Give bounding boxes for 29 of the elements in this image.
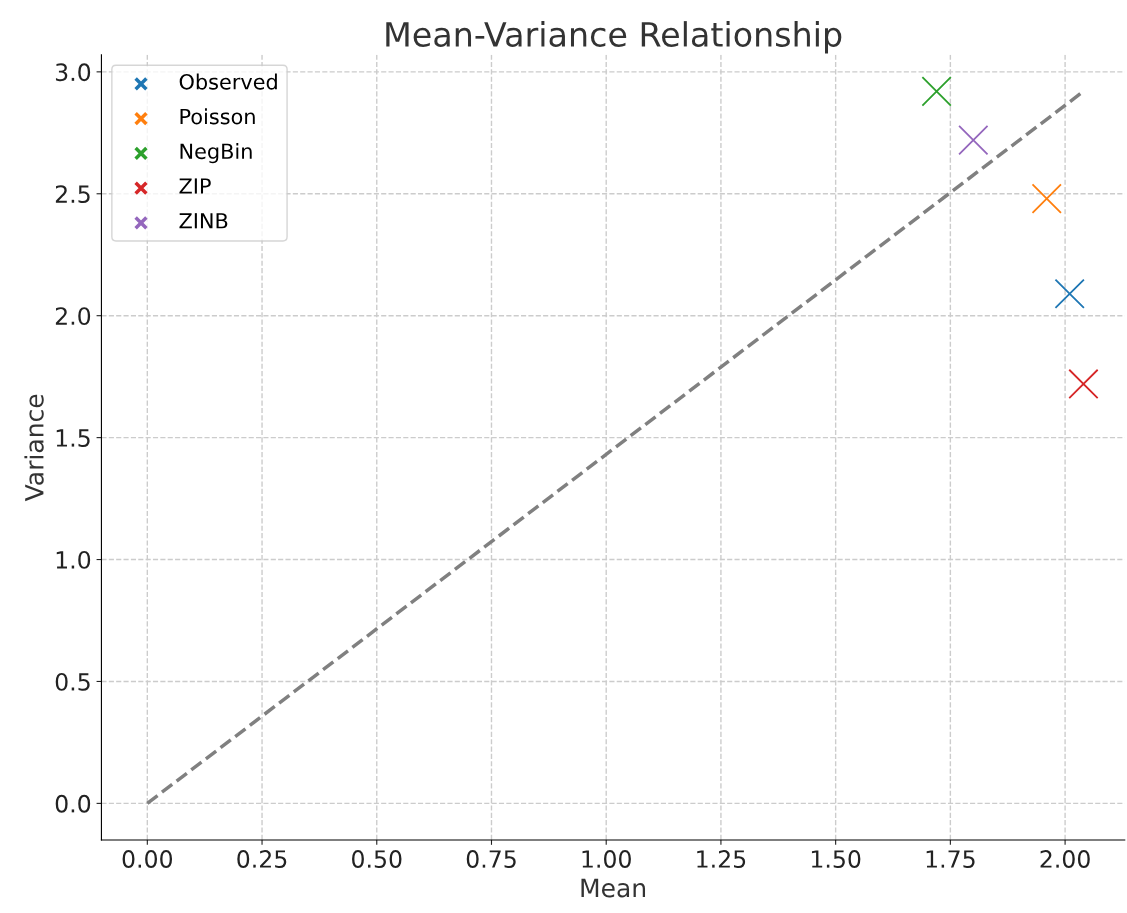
y-tick-label: 0.5	[55, 672, 90, 691]
legend-label: ZIP	[179, 178, 211, 194]
y-tick-label: 2.0	[55, 307, 91, 325]
y-axis-title: Variance	[24, 394, 44, 502]
y-tick-label: 1.0	[56, 550, 91, 569]
legend-label: Poisson	[180, 108, 255, 125]
point	[1068, 368, 1099, 400]
point	[958, 124, 989, 156]
x-tick-label: 1.75	[926, 850, 975, 868]
chart-title: Mean-Variance Relationship	[386, 21, 842, 54]
x-tick-label: 0.50	[352, 850, 402, 868]
legend-label: NegBin	[180, 143, 252, 164]
y-tick-label: 3.0	[55, 63, 91, 82]
point	[1054, 278, 1085, 309]
point	[1031, 183, 1062, 214]
x-tick-label: 0.25	[237, 850, 287, 868]
x-tick-label: 1.00	[582, 850, 631, 868]
x-tick-label: 1.25	[697, 850, 746, 868]
x-tick-label: 2.00	[1040, 850, 1090, 868]
point	[921, 76, 952, 107]
legend-label: ZINB	[179, 213, 228, 229]
legend-label: Observed	[179, 73, 277, 90]
y-tick-label: 1.5	[56, 429, 90, 447]
y-tick-label: 0.0	[55, 794, 91, 813]
x-tick-label: 0.00	[122, 850, 173, 868]
x-tick-label: 1.50	[811, 850, 861, 868]
x-axis-title: Mean	[581, 878, 646, 898]
x-tick-label: 0.75	[466, 850, 516, 868]
y-tick-label: 2.5	[55, 185, 90, 204]
